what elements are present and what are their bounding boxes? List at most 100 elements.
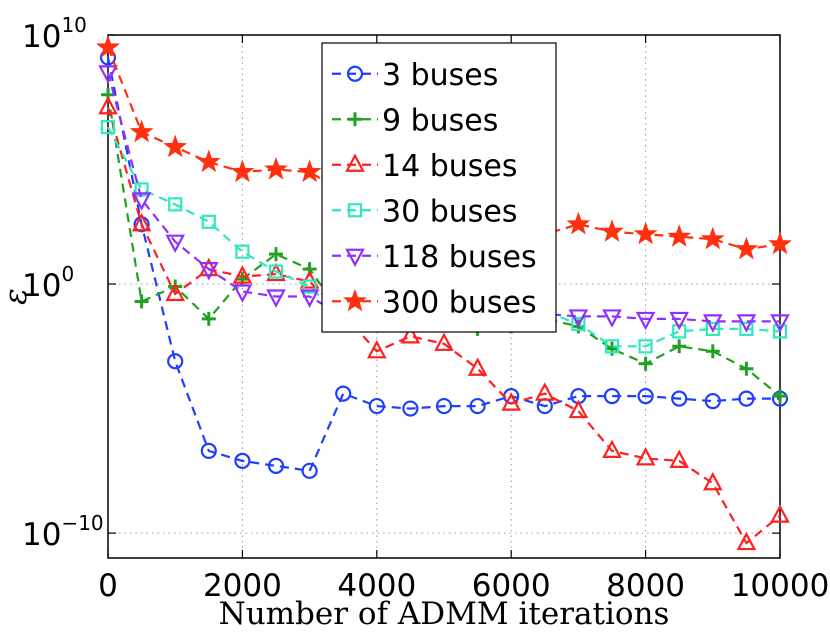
data-point-30-buses (739, 321, 754, 336)
legend-marker-9-buses (348, 112, 362, 127)
data-point-14-buses (702, 471, 723, 491)
data-point-14-buses (165, 282, 186, 302)
x-tick-label: 6000 (472, 568, 551, 604)
data-point-9-buses (705, 344, 720, 359)
data-point-30-buses (772, 324, 788, 339)
data-point-118-buses (98, 65, 118, 84)
x-axis-label: Number of ADMM iterations (219, 596, 670, 632)
data-point-118-buses (232, 284, 253, 303)
data-point-30-buses (638, 339, 653, 354)
data-point-118-buses (266, 289, 286, 308)
data-point-9-buses (134, 294, 149, 309)
data-point-300-buses (768, 231, 792, 255)
data-point-14-buses (669, 449, 690, 468)
y-axis-label: ε (0, 288, 34, 305)
data-point-9-buses (672, 339, 687, 354)
data-point-118-buses (770, 314, 790, 333)
data-point-14-buses (635, 447, 656, 466)
data-point-14-buses (534, 382, 555, 401)
legend-label-3-buses: 3 buses (382, 58, 498, 93)
y-tick-label: 100 (22, 262, 74, 304)
axis-ticks: 0 2000 4000 6000 8000 10000 1010 100 10−10 (22, 13, 829, 604)
legend-marker-14-buses (345, 153, 365, 172)
data-point-30-buses (100, 120, 116, 135)
legend-entry-3-buses: 3 buses (332, 58, 498, 93)
data-point-3-buses (738, 390, 755, 407)
data-point-9-buses (605, 341, 619, 356)
data-point-14-buses (770, 504, 790, 523)
series-line-3-buses (106, 57, 780, 473)
data-point-14-buses (602, 439, 622, 459)
data-point-9-buses (773, 389, 787, 404)
data-point-30-buses (672, 324, 687, 339)
data-point-30-buses (235, 244, 250, 259)
data-point-30-buses (705, 321, 720, 336)
data-point-300-buses (734, 236, 759, 260)
x-tick-label: 8000 (606, 568, 685, 604)
data-point-14-buses (434, 332, 454, 351)
data-point-14-buses (736, 531, 757, 551)
data-point-3-buses (368, 397, 385, 415)
data-point-300-buses (163, 134, 188, 158)
data-point-300-buses (129, 119, 154, 143)
data-point-9-buses (269, 247, 283, 262)
data-point-3-buses (234, 452, 251, 469)
data-point-14-buses (131, 212, 152, 232)
data-point-3-buses (435, 397, 453, 415)
data-point-118-buses (602, 309, 622, 328)
y-tick-label: 1010 (22, 13, 87, 55)
legend-entry-300-buses: 300 buses (332, 285, 537, 320)
data-point-300-buses (96, 35, 120, 58)
data-point-3-buses (469, 397, 486, 415)
x-tick-label: 2000 (203, 568, 282, 604)
legend: 3 buses 9 buses 14 buses 30 buses 118 buses 3… (321, 42, 557, 333)
legend-entry-9-buses: 9 buses (332, 103, 498, 138)
legend-label-118-buses: 118 buses (382, 240, 537, 275)
data-point-30-buses (168, 197, 183, 212)
x-tick-label: 10000 (731, 568, 830, 604)
data-point-3-buses (603, 388, 621, 405)
data-point-3-buses (200, 442, 217, 460)
data-point-118-buses (702, 314, 723, 333)
legend-entry-30-buses: 30 buses (332, 194, 517, 229)
data-point-30-buses (302, 279, 317, 294)
data-point-3-buses (301, 462, 318, 479)
data-point-118-buses (299, 289, 320, 308)
legend-entry-118-buses: 118 buses (332, 240, 537, 275)
legend-entry-14-buses: 14 buses (332, 149, 517, 184)
data-point-300-buses (264, 157, 288, 180)
data-point-30-buses (201, 214, 216, 229)
data-point-300-buses (600, 219, 624, 242)
data-point-300-buses (230, 159, 255, 183)
data-point-3-buses (704, 393, 721, 410)
data-point-9-buses (739, 361, 754, 376)
series-14-buses (98, 95, 790, 551)
x-tick-label: 4000 (337, 568, 416, 604)
legend-label-300-buses: 300 buses (382, 285, 537, 320)
data-point-118-buses (198, 262, 219, 281)
data-point-300-buses (633, 221, 658, 245)
data-point-14-buses (400, 325, 421, 344)
data-point-3-buses (167, 353, 184, 370)
data-point-14-buses (232, 265, 253, 284)
data-point-118-buses (669, 311, 690, 331)
data-point-3-buses (335, 385, 352, 402)
data-point-14-buses (198, 257, 219, 277)
x-tick-label: 0 (98, 568, 118, 604)
data-point-300-buses (297, 159, 322, 183)
series-line-118-buses (106, 72, 780, 323)
plot-frame (107, 34, 781, 559)
data-point-14-buses (98, 95, 118, 115)
data-point-118-buses (635, 311, 656, 331)
data-point-9-buses (638, 356, 653, 371)
data-point-14-buses (467, 357, 488, 376)
legend-marker-3-buses (346, 65, 364, 82)
legend-marker-300-buses (343, 288, 367, 312)
data-point-300-buses (700, 226, 725, 250)
data-point-9-buses (235, 272, 250, 287)
data-point-118-buses (736, 314, 757, 333)
data-point-14-buses (366, 339, 387, 359)
data-point-14-buses (501, 392, 522, 411)
legend-marker-30-buses (347, 203, 363, 218)
legend-label-30-buses: 30 buses (382, 194, 517, 229)
